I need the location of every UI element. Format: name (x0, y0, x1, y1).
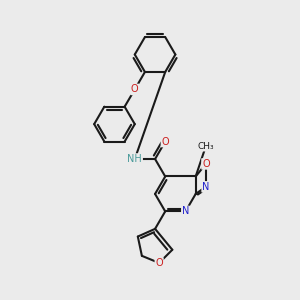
Text: N: N (202, 182, 209, 192)
Text: O: O (161, 136, 169, 147)
Text: NH: NH (128, 154, 142, 164)
Text: O: O (131, 84, 139, 94)
Text: O: O (155, 258, 163, 268)
Text: N: N (182, 206, 189, 216)
Text: CH₃: CH₃ (197, 142, 214, 151)
Text: O: O (202, 159, 210, 169)
